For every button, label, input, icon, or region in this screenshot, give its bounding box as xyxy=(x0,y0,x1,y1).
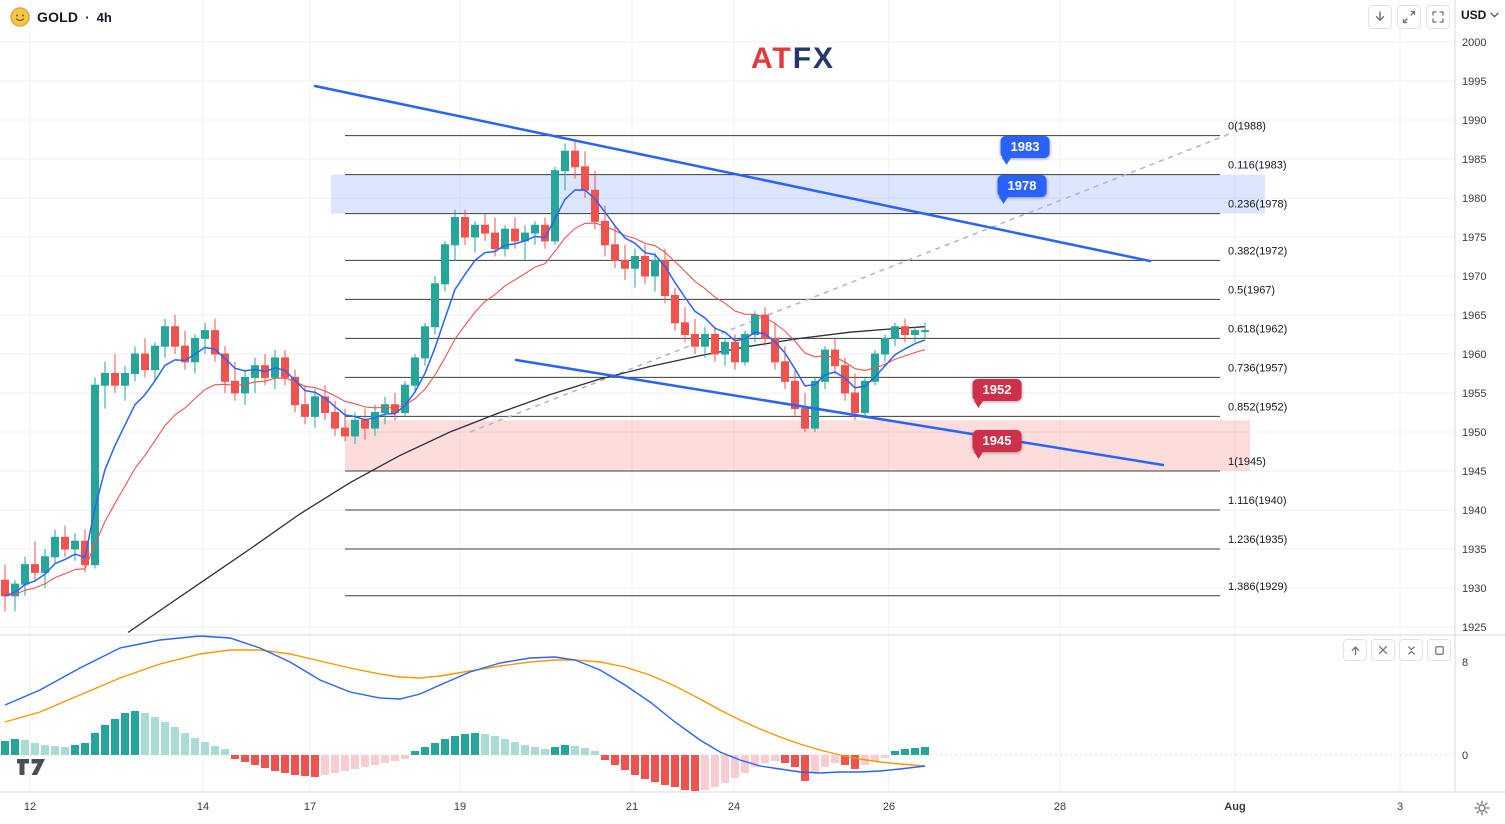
price-axis-label: 1995 xyxy=(1462,76,1486,88)
fib-label[interactable]: 0.852(1952) xyxy=(1228,401,1287,413)
time-axis-label: 28 xyxy=(1054,801,1066,813)
time-axis-label: 3 xyxy=(1397,801,1403,813)
arrow-up-icon xyxy=(1351,645,1359,655)
fib-label[interactable]: 0.382(1972) xyxy=(1228,245,1287,257)
price-axis-label: 1965 xyxy=(1462,310,1486,322)
price-axis-label: 1955 xyxy=(1462,388,1486,400)
maximize-pane-button[interactable] xyxy=(1427,639,1451,661)
time-axis-label: 19 xyxy=(454,801,466,813)
move-pane-up-button[interactable] xyxy=(1343,639,1367,661)
currency-dropdown[interactable]: USD xyxy=(1461,8,1499,22)
maximize-icon xyxy=(1434,645,1444,655)
macd-line xyxy=(4,635,926,774)
currency-label: USD xyxy=(1461,8,1487,22)
price-axis-label: 1960 xyxy=(1462,349,1486,361)
close-icon xyxy=(1378,645,1388,655)
top-right-controls xyxy=(1368,5,1450,29)
watermark-part-red: AT xyxy=(750,42,793,75)
price-axis-label: 1985 xyxy=(1462,154,1486,166)
price-callout-badge[interactable]: 1945 xyxy=(972,430,1022,452)
ema-fast-line xyxy=(4,189,926,597)
fib-label[interactable]: 0.236(1978) xyxy=(1228,199,1287,211)
fib-label[interactable]: 0.5(1967) xyxy=(1228,284,1275,296)
gear-icon xyxy=(1474,800,1490,816)
broker-watermark: ATFX xyxy=(751,42,835,76)
chevron-down-icon xyxy=(1490,12,1499,18)
collapse-pane-button[interactable] xyxy=(1399,639,1423,661)
price-axis-label: 1975 xyxy=(1462,232,1486,244)
diagonal-arrows-icon xyxy=(1402,10,1416,24)
fib-label[interactable]: 0(1988) xyxy=(1228,121,1266,133)
time-axis-label: 14 xyxy=(197,801,209,813)
trendline[interactable] xyxy=(313,84,1152,263)
time-axis-label: 21 xyxy=(626,801,638,813)
gridlines xyxy=(0,0,1455,792)
close-pane-button[interactable] xyxy=(1371,639,1395,661)
ema-slow-line xyxy=(4,222,926,597)
time-axis-label: 26 xyxy=(883,801,895,813)
interval-label[interactable]: 4h xyxy=(96,9,112,25)
price-axis-label: 1950 xyxy=(1462,427,1486,439)
tradingview-logo[interactable] xyxy=(16,758,46,782)
macd-signal-line xyxy=(4,649,926,767)
fib-label[interactable]: 1.236(1935) xyxy=(1228,534,1287,546)
price-axis-label: 1940 xyxy=(1462,505,1486,517)
slow-ma-line xyxy=(127,326,926,634)
watermark-part-navy: FX xyxy=(792,42,836,75)
price-axis-label: 1970 xyxy=(1462,271,1486,283)
price-callout-badge[interactable]: 1978 xyxy=(997,175,1047,197)
price-axis-label: 1945 xyxy=(1462,466,1486,478)
fib-label[interactable]: 0.736(1957) xyxy=(1228,362,1287,374)
arrow-down-icon xyxy=(1375,11,1385,21)
symbol-name: GOLD xyxy=(37,9,79,25)
candles-layer xyxy=(1,139,929,612)
settings-gear-button[interactable] xyxy=(1470,797,1494,819)
time-axis-label: 24 xyxy=(728,801,740,813)
time-axis-label: 12 xyxy=(24,801,36,813)
price-axis[interactable]: 2000 1995 1990 1985 1980 1975 1970 1965 1960 1955… xyxy=(1462,37,1486,762)
price-axis-label: 1980 xyxy=(1462,193,1486,205)
macd-axis-label: 8 xyxy=(1462,657,1468,669)
fib-label[interactable]: 0.618(1962) xyxy=(1228,323,1287,335)
title-separator: · xyxy=(85,9,90,25)
price-axis-label: 2000 xyxy=(1462,37,1486,49)
time-axis-label: Aug xyxy=(1224,801,1245,813)
price-axis-label: 1935 xyxy=(1462,544,1486,556)
time-axis-label: 17 xyxy=(304,801,316,813)
fib-label[interactable]: 1(1945) xyxy=(1228,456,1266,468)
collapse-icon xyxy=(1407,645,1415,655)
resize-chart-button[interactable] xyxy=(1397,5,1421,29)
gold-coin-icon xyxy=(10,7,30,27)
symbol-header[interactable]: GOLD · 4h xyxy=(10,5,112,29)
fib-label[interactable]: 1.386(1929) xyxy=(1228,581,1287,593)
tradingview-logo-icon xyxy=(17,759,45,775)
fib-label[interactable]: 0.116(1983) xyxy=(1228,160,1287,172)
fullscreen-button[interactable] xyxy=(1426,5,1450,29)
fib-label[interactable]: 1.116(1940) xyxy=(1228,495,1287,507)
macd-histogram xyxy=(1,711,929,791)
macd-pane-controls xyxy=(1343,639,1451,661)
price-axis-label: 1930 xyxy=(1462,583,1486,595)
scroll-to-recent-button[interactable] xyxy=(1368,5,1392,29)
price-axis-label: 1925 xyxy=(1462,622,1486,634)
fib-retracement[interactable]: 0(1988) 0.116(1983) 0.236(1978) 0.382(1972)… xyxy=(345,121,1287,597)
price-axis-label: 1990 xyxy=(1462,115,1486,127)
fib-zones xyxy=(331,174,1265,471)
fullscreen-icon xyxy=(1432,11,1444,23)
trendline[interactable] xyxy=(514,358,1165,467)
price-callout-badge[interactable]: 1952 xyxy=(972,379,1022,401)
price-callout-badge[interactable]: 1983 xyxy=(1000,136,1050,158)
macd-axis-label: 0 xyxy=(1462,750,1468,762)
time-axis[interactable]: 12 14 17 19 21 24 26 28 Aug 3 xyxy=(24,801,1403,813)
dashed-trendline[interactable] xyxy=(469,132,1233,433)
